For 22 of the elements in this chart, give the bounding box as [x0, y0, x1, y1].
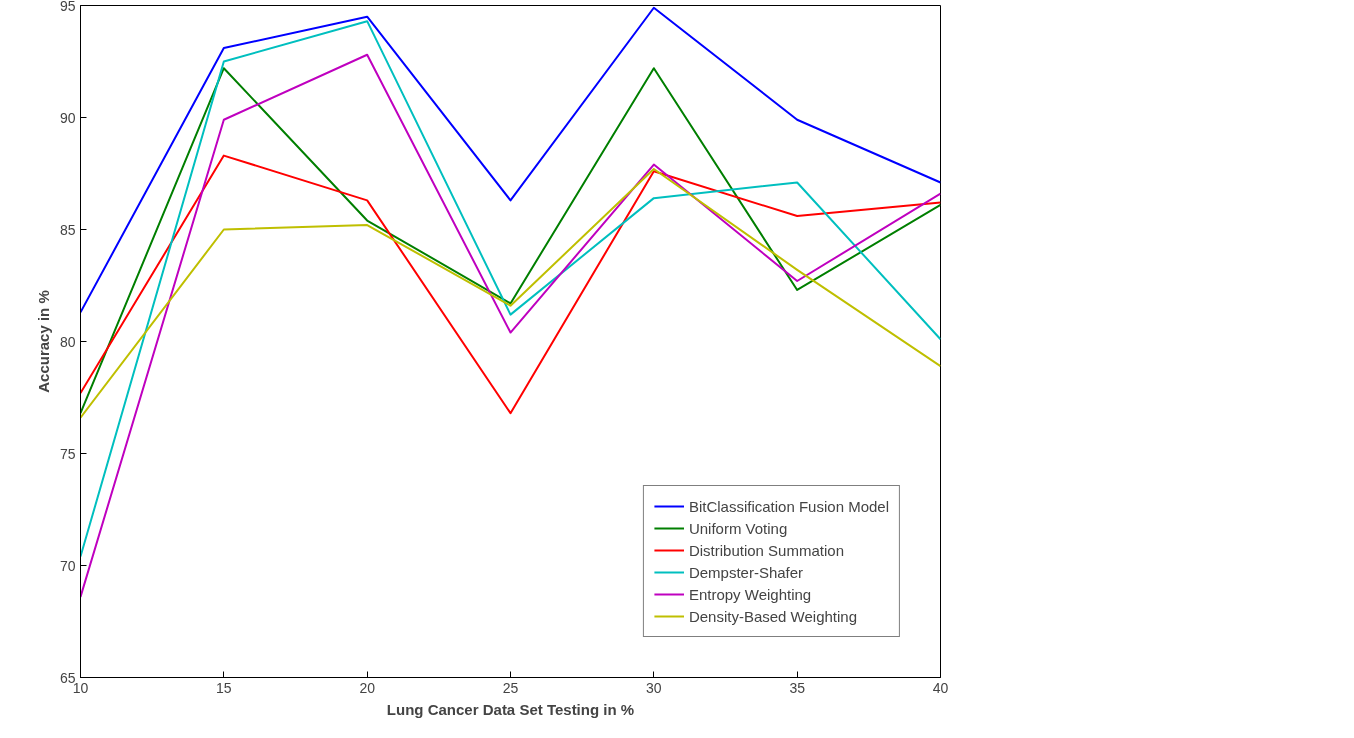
line-series	[80, 67, 941, 415]
legend-label: Uniform Voting	[688, 519, 788, 537]
legend-label: Distribution Summation	[688, 541, 844, 559]
x-tick-label: 20	[359, 679, 376, 696]
y-tick-label: 95	[59, 0, 76, 14]
x-tick-label: 35	[789, 679, 806, 696]
y-tick-label: 80	[59, 333, 76, 350]
legend-label: Density-Based Weighting	[688, 607, 858, 625]
legend-label: Entropy Weighting	[688, 585, 812, 603]
x-axis-title: Lung Cancer Data Set Testing in %	[386, 700, 635, 718]
y-tick-label: 70	[59, 557, 76, 574]
y-axis-title: Accuracy in %	[34, 290, 52, 393]
x-tick-label: 25	[502, 679, 519, 696]
legend-label: Dempster-Shafer	[688, 563, 804, 581]
x-tick-label: 15	[216, 679, 232, 696]
line-series	[80, 6, 941, 314]
legend-label: BitClassification Fusion Model	[688, 497, 889, 515]
x-tick-label: 30	[646, 679, 662, 696]
y-tick-label: 75	[59, 445, 76, 462]
y-tick-label: 85	[59, 221, 76, 238]
y-tick-label: 90	[59, 109, 76, 126]
x-tick-label: 40	[932, 679, 949, 696]
